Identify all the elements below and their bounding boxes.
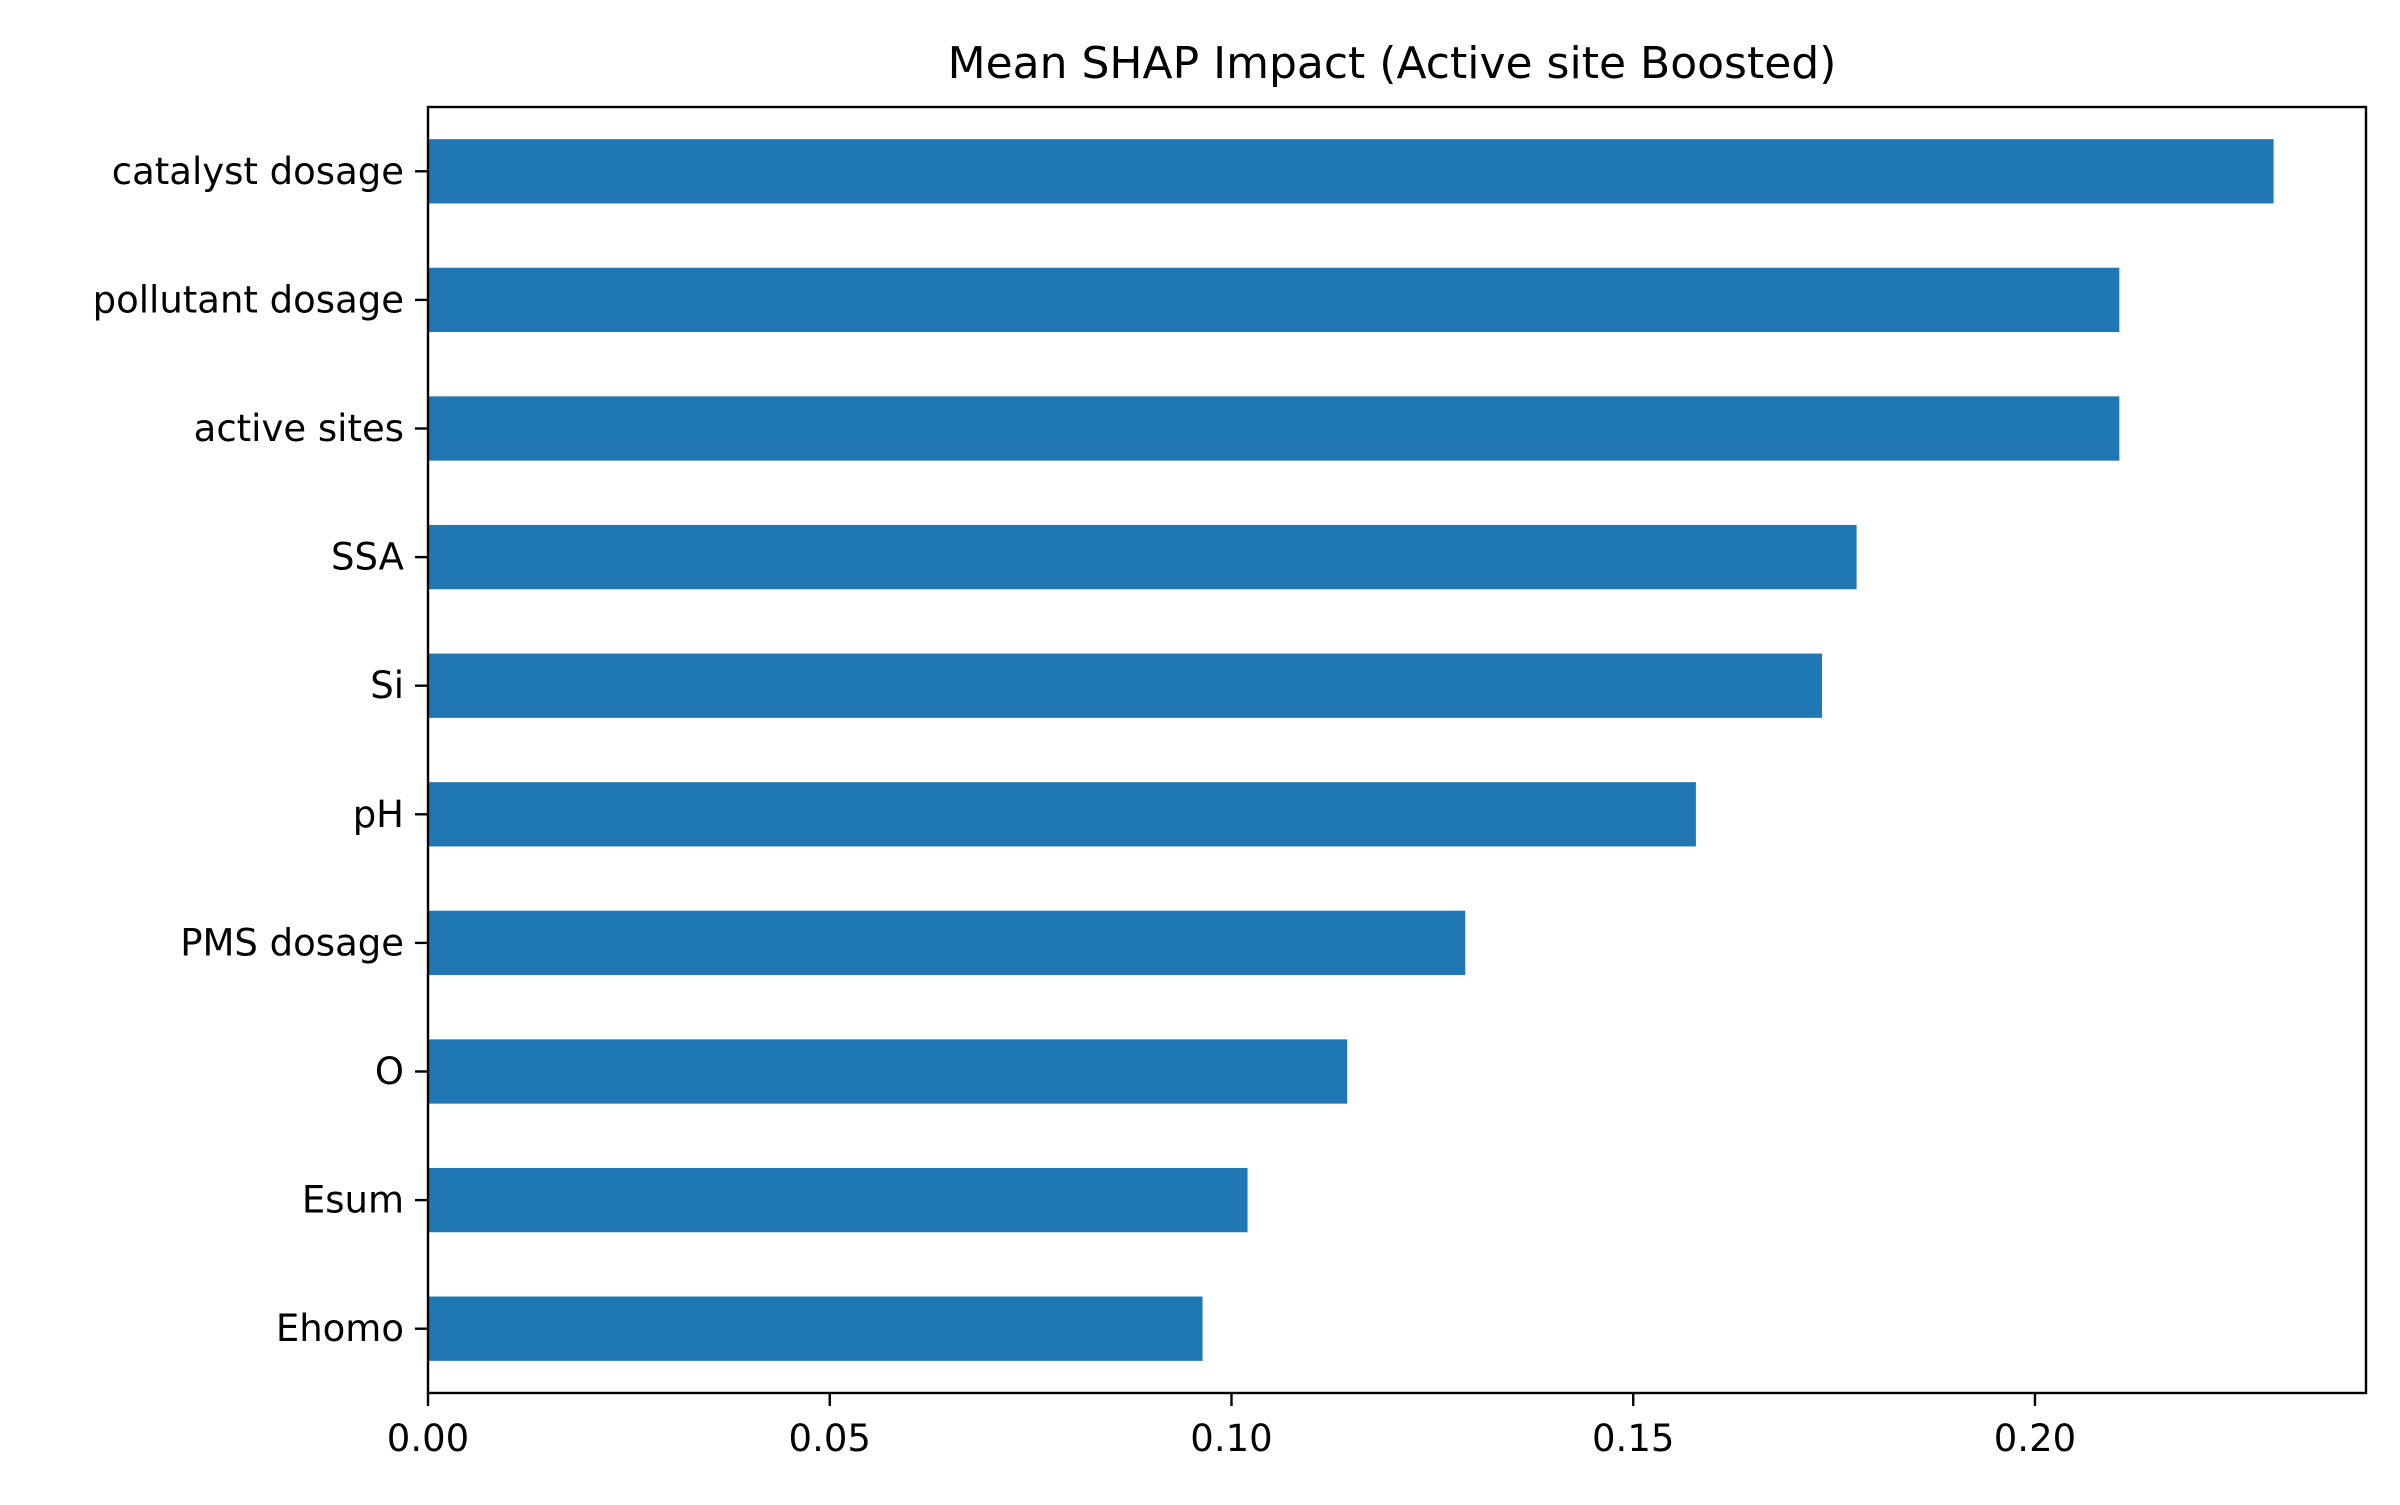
y-tick-label: pollutant dosage (93, 278, 404, 321)
y-tick-label: pH (353, 793, 404, 836)
y-axis: catalyst dosage pollutant dosage active si… (93, 150, 428, 1350)
plot-frame (426, 105, 2368, 1395)
bar (428, 1296, 1203, 1361)
bar (428, 396, 2120, 461)
bar (428, 1039, 1348, 1104)
bar (428, 524, 1857, 590)
bar (428, 653, 1823, 718)
bar (428, 139, 2274, 204)
y-tick-label: Si (370, 664, 404, 707)
y-tick-label: Esum (302, 1179, 404, 1222)
bars-layer (428, 139, 2274, 1361)
y-tick-label: Ehomo (276, 1307, 404, 1350)
x-tick-label: 0.00 (387, 1417, 469, 1460)
x-tick-label: 0.10 (1190, 1417, 1272, 1460)
bar (428, 910, 1466, 976)
x-tick-label: 0.20 (1994, 1417, 2076, 1460)
bar (428, 267, 2120, 333)
x-tick-label: 0.15 (1592, 1417, 1674, 1460)
y-tick-label: PMS dosage (180, 921, 404, 964)
y-tick-label: SSA (331, 536, 404, 579)
x-axis: 0.00 0.05 0.10 0.15 0.20 (387, 1393, 2076, 1460)
x-tick-label: 0.05 (789, 1417, 871, 1460)
bar (428, 1167, 1248, 1233)
bar (428, 782, 1696, 847)
y-tick-label: O (375, 1050, 404, 1093)
chart-title: Mean SHAP Impact (Active site Boosted) (948, 38, 1837, 89)
y-tick-label: active sites (194, 407, 404, 450)
y-tick-label: catalyst dosage (112, 150, 404, 193)
